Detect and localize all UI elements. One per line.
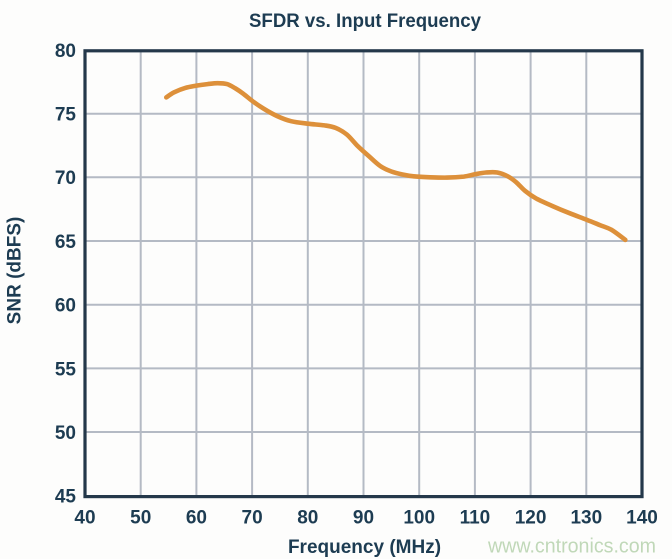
- svg-text:Frequency (MHz): Frequency (MHz): [288, 537, 441, 558]
- svg-text:50: 50: [55, 423, 76, 444]
- svg-text:100: 100: [403, 508, 435, 529]
- svg-text:60: 60: [55, 296, 76, 317]
- svg-text:130: 130: [570, 508, 602, 529]
- svg-text:SNR (dBFS): SNR (dBFS): [5, 217, 26, 325]
- svg-text:www.cntronics.com: www.cntronics.com: [487, 536, 656, 558]
- svg-text:140: 140: [626, 508, 658, 529]
- svg-text:120: 120: [515, 508, 547, 529]
- svg-text:90: 90: [353, 508, 374, 529]
- svg-text:80: 80: [297, 508, 318, 529]
- svg-text:65: 65: [55, 232, 77, 253]
- svg-text:70: 70: [242, 508, 263, 529]
- svg-text:SFDR vs. Input Frequency: SFDR vs. Input Frequency: [249, 11, 481, 32]
- svg-text:40: 40: [74, 508, 95, 529]
- svg-text:45: 45: [55, 487, 77, 508]
- svg-text:70: 70: [55, 168, 76, 189]
- svg-text:75: 75: [55, 105, 77, 126]
- svg-text:55: 55: [55, 359, 77, 380]
- svg-text:80: 80: [55, 41, 76, 62]
- svg-text:110: 110: [460, 508, 491, 529]
- svg-text:60: 60: [186, 508, 207, 529]
- svg-text:50: 50: [130, 508, 151, 529]
